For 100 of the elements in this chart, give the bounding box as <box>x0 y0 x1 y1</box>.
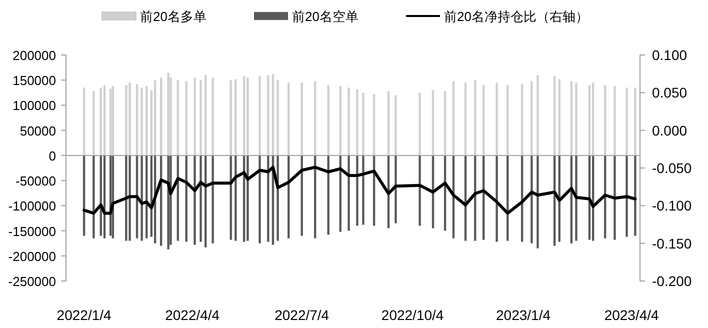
bar <box>626 88 628 156</box>
bar <box>394 155 397 224</box>
bar <box>194 155 196 245</box>
bar <box>276 80 279 156</box>
bar <box>387 91 390 156</box>
bar <box>348 88 350 156</box>
bar <box>570 81 573 156</box>
y2-tick-label: -0.150 <box>652 235 692 252</box>
bar <box>634 155 636 236</box>
bar <box>474 80 476 156</box>
bar <box>464 82 467 156</box>
bar <box>212 155 214 244</box>
bar <box>185 155 188 242</box>
y2-tick-label: 0.100 <box>652 47 688 63</box>
bar <box>112 86 114 156</box>
bar <box>276 155 279 241</box>
x-tick-label: 2022/1/4 <box>56 307 112 323</box>
bar <box>482 85 485 156</box>
bar <box>125 85 128 156</box>
bar <box>128 82 131 156</box>
x-tick-label: 2022/10/4 <box>381 307 444 323</box>
bar <box>339 86 342 156</box>
y2-tick-label: -0.200 <box>652 273 692 289</box>
bar <box>258 76 261 156</box>
bar <box>362 92 364 156</box>
bar <box>348 155 350 231</box>
bar <box>362 155 364 225</box>
bar <box>267 75 270 156</box>
y-tick-label: -50000 <box>16 174 56 189</box>
bar <box>212 78 214 156</box>
bar <box>242 76 246 156</box>
bar <box>520 84 524 156</box>
bar <box>536 75 539 156</box>
bar <box>234 79 237 156</box>
bar <box>575 82 578 156</box>
bar <box>272 74 274 156</box>
x-tick-label: 2022/7/4 <box>274 307 330 323</box>
legend-label: 前20名净持仓比（右轴） <box>444 9 588 24</box>
bar <box>176 80 180 156</box>
bar <box>200 155 202 242</box>
bar <box>372 94 376 156</box>
bar <box>185 81 188 156</box>
y-tick-label: 200000 <box>12 48 56 63</box>
bar <box>125 155 128 241</box>
y2-tick-label: 0.050 <box>652 84 688 101</box>
bar <box>167 72 170 156</box>
bar <box>614 155 616 240</box>
bar <box>154 80 156 156</box>
bar <box>314 81 316 156</box>
bar <box>604 85 606 156</box>
y-tick-label: -100000 <box>8 198 56 214</box>
y-tick-label: 100000 <box>12 98 56 114</box>
bar <box>553 76 556 156</box>
bar <box>327 85 330 156</box>
bar <box>109 88 112 156</box>
x-tick-label: 2022/4/4 <box>165 307 220 323</box>
bar <box>82 88 86 156</box>
bar <box>356 155 358 226</box>
bar <box>246 78 249 156</box>
bar <box>160 78 162 156</box>
bar <box>92 155 95 238</box>
y-tick-label: -150000 <box>8 224 56 239</box>
bar <box>230 80 232 156</box>
bar <box>418 155 421 226</box>
bar <box>246 155 249 241</box>
legend-label: 前20名空单 <box>292 9 358 24</box>
y-tick-label: -250000 <box>8 274 56 289</box>
bar <box>530 81 533 156</box>
bar <box>327 155 330 235</box>
bar <box>356 89 358 156</box>
x-tick-label: 2023/1/4 <box>496 307 551 323</box>
legend-label: 前20名多单 <box>140 9 206 24</box>
bar <box>496 82 498 156</box>
x-tick-label: 2023/4/4 <box>604 307 660 323</box>
bar <box>234 155 237 241</box>
bar <box>204 75 207 156</box>
bar <box>575 155 578 241</box>
y2-tick-label: -0.050 <box>652 160 692 176</box>
bar <box>530 155 533 244</box>
bar <box>103 85 106 156</box>
bar <box>128 155 131 241</box>
bar <box>100 88 102 156</box>
bar <box>558 79 560 156</box>
bar <box>394 95 397 156</box>
y2-tick-label: 0.000 <box>652 122 688 138</box>
bar <box>258 155 261 244</box>
y-tick-label: 50000 <box>20 123 56 138</box>
bar <box>588 85 591 156</box>
y-tick-label: 150000 <box>12 73 56 88</box>
bar <box>288 82 290 156</box>
bar <box>200 80 202 156</box>
bar <box>140 155 143 241</box>
bar <box>592 82 594 156</box>
bar <box>194 78 196 156</box>
bar <box>167 155 170 250</box>
bar <box>536 155 539 248</box>
bar <box>140 88 143 156</box>
bar <box>444 91 446 156</box>
bar <box>267 155 270 242</box>
bar <box>614 86 616 156</box>
